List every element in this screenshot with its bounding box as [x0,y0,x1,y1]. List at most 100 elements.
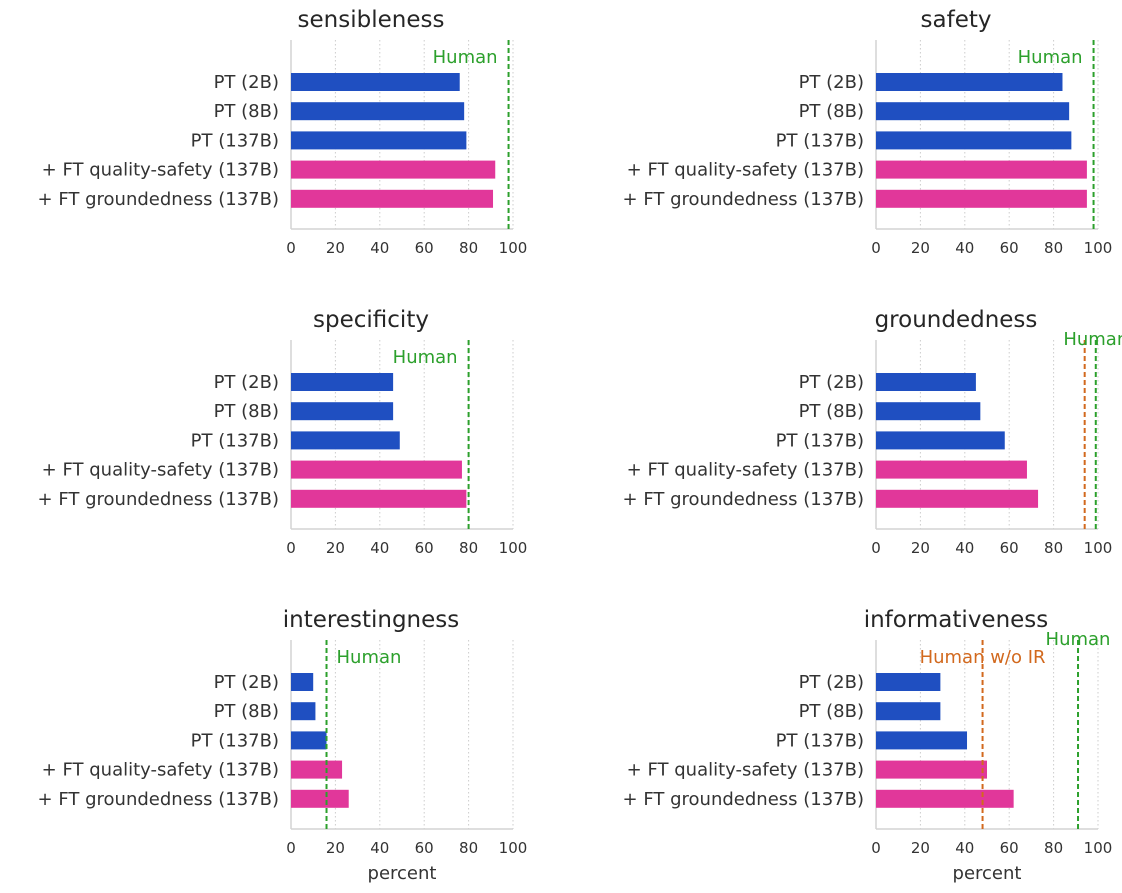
reference-label: Human [337,647,402,668]
bar [876,73,1063,91]
category-label: + FT groundedness (137B) [38,189,279,210]
bar [876,373,976,391]
tick-label: 40 [955,239,974,257]
bar [291,460,462,479]
tick-label: 40 [955,539,974,557]
tick-label: 0 [286,239,296,257]
bar [291,160,496,179]
bar [876,731,968,750]
tick-label: 60 [1000,239,1019,257]
reference-label: Human [1046,629,1111,650]
category-label: PT (137B) [191,130,279,151]
tick-label: 20 [326,239,345,257]
category-label: PT (8B) [214,401,279,422]
category-label: PT (2B) [214,672,279,693]
tick-label: 80 [1044,839,1063,857]
reference-label: Human w/o IR [920,647,1046,668]
reference-label: Human [393,347,458,368]
bar [291,102,465,121]
bar [291,789,349,808]
bar [291,131,467,150]
tick-label: 0 [286,839,296,857]
category-label: PT (137B) [191,430,279,451]
bar [291,731,327,750]
bar [291,702,316,721]
tick-label: 100 [499,839,528,857]
tick-label: 80 [1044,539,1063,557]
tick-label: 20 [326,839,345,857]
bar [291,73,460,91]
bar [291,373,394,391]
bar [876,189,1087,208]
tick-label: 60 [415,539,434,557]
bar [291,189,494,208]
bar [876,431,1005,450]
category-label: PT (137B) [776,130,864,151]
category-label: PT (2B) [799,672,864,693]
tick-label: 40 [955,839,974,857]
chart-title: sensibleness [298,7,445,33]
category-label: + FT quality-safety (137B) [42,460,279,481]
tick-label: 60 [415,839,434,857]
category-label: + FT quality-safety (137B) [627,460,864,481]
category-label: PT (8B) [214,701,279,722]
tick-label: 20 [911,239,930,257]
bar [876,402,981,421]
bar [876,760,987,779]
category-label: PT (8B) [799,101,864,122]
tick-label: 80 [459,839,478,857]
x-axis-label: percent [953,863,1022,884]
tick-label: 0 [871,839,881,857]
category-label: + FT groundedness (137B) [38,489,279,510]
chart-panel-groundedness: PT (2B) PT (8B) PT (137B) + FT quality-safe… [623,307,1122,557]
chart-title: groundedness [875,307,1038,333]
tick-label: 80 [459,539,478,557]
chart-title: informativeness [864,607,1049,633]
category-label: PT (2B) [799,72,864,93]
tick-label: 100 [1084,239,1113,257]
tick-label: 40 [370,239,389,257]
tick-label: 60 [415,239,434,257]
tick-label: 40 [370,839,389,857]
category-label: PT (137B) [776,430,864,451]
tick-label: 60 [1000,839,1019,857]
category-label: + FT groundedness (137B) [623,489,864,510]
tick-label: 20 [911,839,930,857]
reference-label: Human [1018,47,1083,68]
bar [291,673,314,691]
chart-panel-interestingness: PT (2B) PT (8B) PT (137B) + FT quality-safe… [38,607,528,884]
chart-panel-specificity: PT (2B) PT (8B) PT (137B) + FT quality-safe… [38,307,528,557]
tick-label: 40 [370,539,389,557]
category-label: + FT quality-safety (137B) [627,160,864,181]
category-label: + FT groundedness (137B) [623,189,864,210]
bar [876,102,1070,121]
tick-label: 100 [499,539,528,557]
tick-label: 60 [1000,539,1019,557]
tick-label: 100 [1084,839,1113,857]
category-label: + FT quality-safety (137B) [42,160,279,181]
tick-label: 80 [1044,239,1063,257]
reference-label: Human [1063,329,1122,350]
bar [876,702,941,721]
tick-label: 0 [286,539,296,557]
category-label: PT (2B) [799,372,864,393]
category-label: PT (2B) [214,372,279,393]
tick-label: 80 [459,239,478,257]
bar [291,402,394,421]
bar [876,460,1027,479]
bar [876,160,1087,179]
category-label: PT (2B) [214,72,279,93]
category-label: PT (137B) [191,730,279,751]
category-label: PT (8B) [799,701,864,722]
tick-label: 0 [871,239,881,257]
x-axis-label: percent [368,863,437,884]
bar [291,760,343,779]
chart-title: interestingness [283,607,460,633]
bar [876,489,1039,508]
chart-title: safety [921,7,992,33]
tick-label: 100 [1084,539,1113,557]
chart-panel-informativeness: PT (2B) PT (8B) PT (137B) + FT quality-safe… [623,607,1113,884]
bar [291,489,467,508]
category-label: + FT quality-safety (137B) [627,760,864,781]
